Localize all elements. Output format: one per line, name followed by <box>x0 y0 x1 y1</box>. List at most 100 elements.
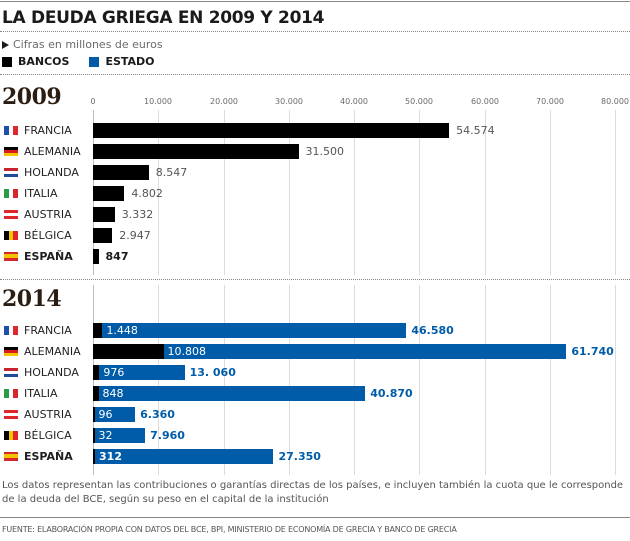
legend-label: BANCOS <box>18 55 70 68</box>
country-name: ESPAÑA <box>24 249 73 263</box>
x-tick-label: 30.000 <box>275 97 303 106</box>
country-label: ITALIA <box>4 386 58 400</box>
flag-espana-icon <box>4 451 18 461</box>
data-label-bancos: 1.448 <box>106 324 138 337</box>
divider <box>0 279 630 280</box>
gridline <box>615 285 616 475</box>
gridline <box>224 285 225 475</box>
x-tick-label: 0 <box>90 97 96 106</box>
legend: BANCOS ESTADO <box>2 55 155 68</box>
bar-2009-bancos <box>93 123 450 138</box>
data-label-estado: 13. 060 <box>189 366 236 379</box>
country-name: FRANCIA <box>24 323 72 337</box>
country-name: BÉLGICA <box>24 428 72 442</box>
country-label: AUSTRIA <box>4 207 72 221</box>
bar-2009-bancos <box>93 186 125 201</box>
country-label: HOLANDA <box>4 165 79 179</box>
country-name: HOLANDA <box>24 365 79 379</box>
bar-2014-estado <box>94 407 136 422</box>
x-tick-label: 50.000 <box>405 97 433 106</box>
data-label: 4.802 <box>131 187 163 200</box>
x-tick-label: 60.000 <box>471 97 499 106</box>
data-label-bancos: 96 <box>98 408 113 421</box>
gridline <box>550 285 551 475</box>
bar-2009-bancos <box>93 228 113 243</box>
country-label: ITALIA <box>4 186 58 200</box>
bar-2009-bancos <box>93 249 99 264</box>
country-name: FRANCIA <box>24 123 72 137</box>
country-label: ALEMANIA <box>4 344 81 358</box>
bar-2014-bancos <box>93 386 99 401</box>
flag-italia-icon <box>4 188 18 198</box>
source-credit: FUENTE: ELABORACIÓN PROPIA CON DATOS DEL… <box>2 525 457 534</box>
data-label: 847 <box>105 250 129 263</box>
country-name: ALEMANIA <box>24 144 81 158</box>
country-name: ITALIA <box>24 386 58 400</box>
gridline <box>615 110 616 275</box>
data-label-bancos: 848 <box>102 387 124 400</box>
year-heading-2009: 2009 <box>2 84 62 110</box>
data-label: 54.574 <box>456 124 495 137</box>
x-tick-label: 20.000 <box>210 97 238 106</box>
data-label-bancos: 976 <box>103 366 125 379</box>
gridline <box>419 110 420 275</box>
gridline <box>485 285 486 475</box>
divider <box>0 31 630 32</box>
x-tick-label: 70.000 <box>536 97 564 106</box>
top-rule <box>0 1 630 2</box>
bar-2014-estado <box>94 428 146 443</box>
legend-item-estado: ESTADO <box>89 55 155 68</box>
gridline <box>158 110 159 275</box>
data-label-estado: 6.360 <box>140 408 175 421</box>
flag-holanda-icon <box>4 367 18 377</box>
data-label: 8.547 <box>155 166 188 179</box>
bar-2014-estado <box>163 344 567 359</box>
footnote: Los datos representan las contribuciones… <box>2 480 624 505</box>
x-tick-label: 80.000 <box>601 97 629 106</box>
bar-2014-estado <box>99 365 185 380</box>
data-label-estado: 61.740 <box>571 345 614 358</box>
legend-swatch-estado <box>89 56 100 67</box>
country-name: ALEMANIA <box>24 344 81 358</box>
data-label: 2.947 <box>119 229 151 242</box>
data-label: 31.500 <box>305 145 345 158</box>
data-label-bancos: 32 <box>98 429 113 442</box>
data-label-bancos: 312 <box>99 450 122 463</box>
triangle-bullet-icon <box>2 41 9 49</box>
divider <box>0 74 630 75</box>
bar-2009-bancos <box>93 144 299 159</box>
gridline <box>93 285 94 475</box>
gridline <box>289 285 290 475</box>
gridline <box>158 285 159 475</box>
country-label: ALEMANIA <box>4 144 81 158</box>
country-name: ITALIA <box>24 186 58 200</box>
bar-2014-estado <box>102 323 407 338</box>
gridline <box>354 110 355 275</box>
flag-belgica-icon <box>4 230 18 240</box>
flag-alemania-icon <box>4 146 18 156</box>
country-label: ESPAÑA <box>4 249 73 263</box>
gridline <box>550 110 551 275</box>
footer-rule <box>0 517 630 518</box>
country-label: ESPAÑA <box>4 449 73 463</box>
country-name: AUSTRIA <box>24 407 72 421</box>
bar-2014-bancos <box>93 365 100 380</box>
data-label-estado: 27.350 <box>278 450 321 463</box>
bar-2009-bancos <box>93 165 149 180</box>
gridline <box>419 285 420 475</box>
gridline <box>289 110 290 275</box>
data-label-bancos: 10.808 <box>167 345 207 358</box>
bar-2014-estado <box>95 449 274 464</box>
flag-francia-icon <box>4 125 18 135</box>
chart-title: LA DEUDA GRIEGA EN 2009 Y 2014 <box>2 8 325 28</box>
legend-label: ESTADO <box>105 55 155 68</box>
gridline <box>485 110 486 275</box>
data-label: 3.332 <box>121 208 154 221</box>
subtitle: Cifras en millones de euros <box>2 38 163 51</box>
gridline <box>354 285 355 475</box>
gridline <box>224 110 225 275</box>
flag-austria-icon <box>4 409 18 419</box>
legend-item-bancos: BANCOS <box>2 55 69 68</box>
flag-italia-icon <box>4 388 18 398</box>
country-name: HOLANDA <box>24 165 79 179</box>
